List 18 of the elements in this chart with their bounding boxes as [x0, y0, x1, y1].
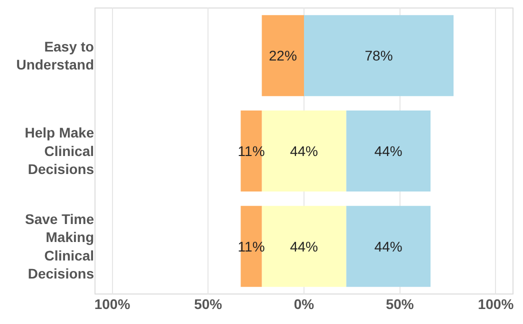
- bar: [262, 15, 304, 96]
- bar: [346, 110, 431, 192]
- y-tick-label: Save Time Making Clinical Decisions: [24, 210, 94, 282]
- x-tick-label: 50%: [194, 296, 223, 312]
- data-label: 44%: [374, 238, 402, 254]
- data-label: 22%: [268, 48, 297, 64]
- data-label: 44%: [290, 238, 318, 254]
- x-tick-label: 100%: [478, 296, 514, 312]
- x-tick-label: 0%: [294, 296, 315, 312]
- x-tick-label: 100%: [94, 296, 131, 312]
- bar: [346, 206, 431, 287]
- data-label: 44%: [290, 143, 318, 159]
- data-label: 78%: [364, 48, 393, 64]
- x-tick-label: 50%: [386, 296, 414, 312]
- y-tick-label: Help Make Clinical Decisions: [24, 124, 94, 178]
- bar: [304, 15, 454, 96]
- data-label: 44%: [374, 143, 402, 159]
- y-tick-label: Easy to Understand: [16, 38, 94, 73]
